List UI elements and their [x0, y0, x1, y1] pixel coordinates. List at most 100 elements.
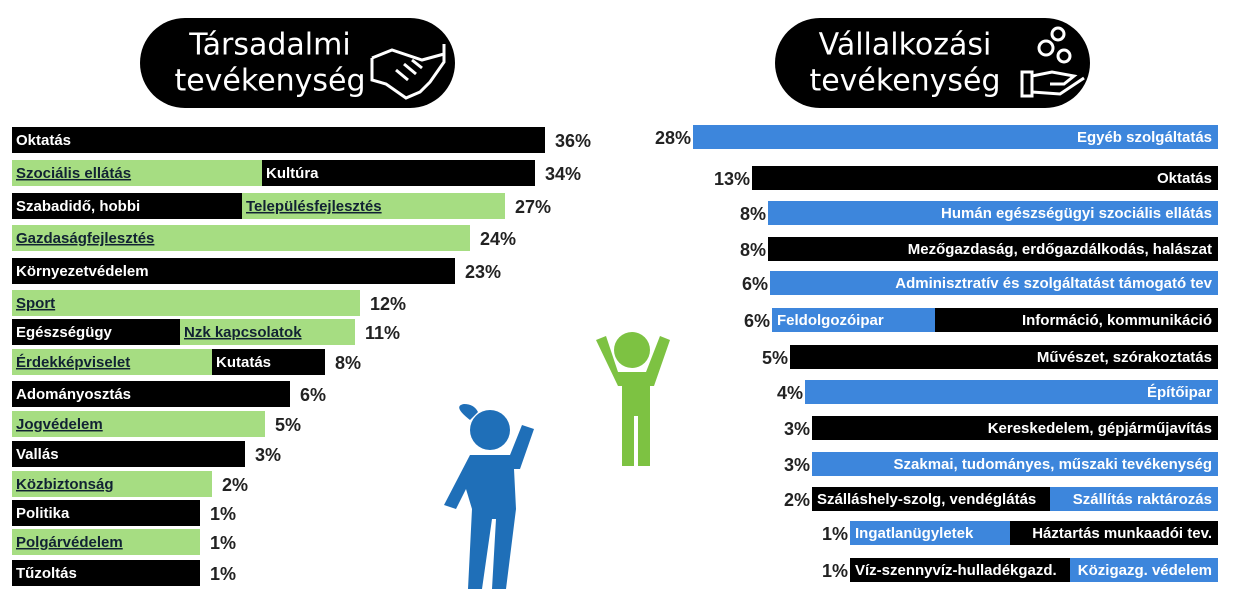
- bar-segment: [12, 290, 360, 316]
- left-title: tevékenység: [174, 64, 365, 99]
- bar-segment: [12, 349, 212, 375]
- bar-segment: [772, 308, 935, 332]
- bar-segment: [12, 193, 242, 219]
- percent-label: 1%: [822, 561, 848, 581]
- bar-segment: [935, 308, 1218, 332]
- bar-segment: [12, 225, 470, 251]
- percent-label: 34%: [545, 164, 581, 184]
- bar-segment: [850, 558, 1070, 582]
- bar-segment: [12, 160, 262, 186]
- row-label: Szabadidő, hobbi: [16, 198, 140, 215]
- handshake-icon: [370, 44, 446, 100]
- row-label: Víz-szennyvíz-hulladékgazd.: [855, 562, 1057, 579]
- bar-segment: [12, 319, 180, 345]
- bar-segment: [12, 381, 290, 407]
- bar-segment: [12, 258, 455, 284]
- percent-label: 11%: [365, 323, 400, 343]
- bar-segment: [770, 271, 1218, 295]
- row-label: Oktatás: [1157, 170, 1212, 187]
- row-label: Oktatás: [16, 132, 71, 149]
- percent-label: 2%: [222, 475, 248, 495]
- row-label: Építőipar: [1147, 384, 1212, 401]
- bar-segment: [212, 349, 325, 375]
- bar-segment: [1070, 558, 1218, 582]
- row-label: Gazdaságfejlesztés: [16, 230, 154, 247]
- percent-label: 6%: [744, 311, 770, 331]
- row-label: Településfejlesztés: [246, 198, 382, 215]
- bar-segment: [12, 529, 200, 555]
- bar-segment: [768, 237, 1218, 261]
- row-label: Egészségügy: [16, 324, 113, 341]
- row-label: Környezetvédelem: [16, 263, 149, 280]
- bar-segment: [12, 560, 200, 586]
- row-label: Szálláshely-szolg, vendéglátás: [817, 491, 1036, 508]
- row-label: Polgárvédelem: [16, 534, 123, 551]
- bar-segment: [790, 345, 1218, 369]
- bar-segment: [693, 125, 1218, 149]
- bar-segment: [812, 416, 1218, 440]
- row-label: Sport: [16, 295, 55, 312]
- right-header: [775, 18, 1090, 108]
- percent-label: 1%: [210, 504, 236, 524]
- bar-segment: [752, 166, 1218, 190]
- figure-woman: [444, 404, 534, 589]
- row-label: Háztartás munkaadói tev.: [1032, 525, 1212, 542]
- bar-segment: [1010, 521, 1218, 545]
- row-label: Információ, kommunikáció: [1022, 312, 1212, 329]
- coins-icon: [1020, 26, 1085, 98]
- percent-label: 27%: [515, 197, 551, 217]
- bar-segment: [812, 452, 1218, 476]
- row-label: Közbiztonság: [16, 476, 114, 493]
- percent-label: 3%: [255, 445, 281, 465]
- row-label: Kultúra: [266, 165, 319, 182]
- bar-segment: [180, 319, 355, 345]
- percent-label: 8%: [740, 240, 766, 260]
- percent-label: 6%: [742, 274, 768, 294]
- row-label: Adományosztás: [16, 386, 131, 403]
- percent-label: 5%: [762, 348, 788, 368]
- percent-label: 28%: [655, 128, 691, 148]
- row-label: Feldolgozóipar: [777, 312, 884, 329]
- bar-segment: [12, 411, 265, 437]
- row-label: Nzk kapcsolatok: [184, 324, 302, 341]
- percent-label: 2%: [784, 490, 810, 510]
- percent-label: 1%: [822, 524, 848, 544]
- row-label: Jogvédelem: [16, 416, 103, 433]
- row-label: Szociális ellátás: [16, 165, 131, 182]
- percent-label: 1%: [210, 533, 236, 553]
- bar-segment: [12, 127, 545, 153]
- bar-segment: [242, 193, 505, 219]
- percent-label: 36%: [555, 131, 591, 151]
- percent-label: 8%: [335, 353, 361, 373]
- percent-label: 3%: [784, 455, 810, 475]
- row-label: Politika: [16, 505, 70, 522]
- row-label: Ingatlanügyletek: [855, 525, 974, 542]
- left-title: Társadalmi: [188, 28, 350, 63]
- bar-segment: [12, 500, 200, 526]
- row-label: Egyéb szolgáltatás: [1077, 129, 1212, 146]
- bar-segment: [12, 441, 245, 467]
- bar-segment: [262, 160, 535, 186]
- bar-segment: [812, 487, 1050, 511]
- percent-label: 8%: [740, 204, 766, 224]
- bar-segment: [12, 471, 212, 497]
- row-label: Humán egészségügyi szociális ellátás: [941, 205, 1212, 222]
- bar-segment: [850, 521, 1010, 545]
- percent-label: 1%: [210, 564, 236, 584]
- right-title: tevékenység: [809, 64, 1000, 99]
- percent-label: 24%: [480, 229, 516, 249]
- row-label: Kutatás: [216, 354, 271, 371]
- percent-label: 6%: [300, 385, 326, 405]
- bar-segment: [805, 380, 1218, 404]
- row-label: Szakmai, tudományes, műszaki tevékenység: [894, 456, 1212, 473]
- left-header: [140, 18, 455, 108]
- percent-label: 5%: [275, 415, 301, 435]
- right-title: Vállalkozási: [819, 28, 992, 63]
- bar-segment: [768, 201, 1218, 225]
- row-label: Vallás: [16, 446, 59, 463]
- row-label: Kereskedelem, gépjárműjavítás: [988, 420, 1212, 437]
- percent-label: 23%: [465, 262, 501, 282]
- row-label: Művészet, szórakoztatás: [1037, 349, 1212, 366]
- figure-man: [596, 332, 670, 466]
